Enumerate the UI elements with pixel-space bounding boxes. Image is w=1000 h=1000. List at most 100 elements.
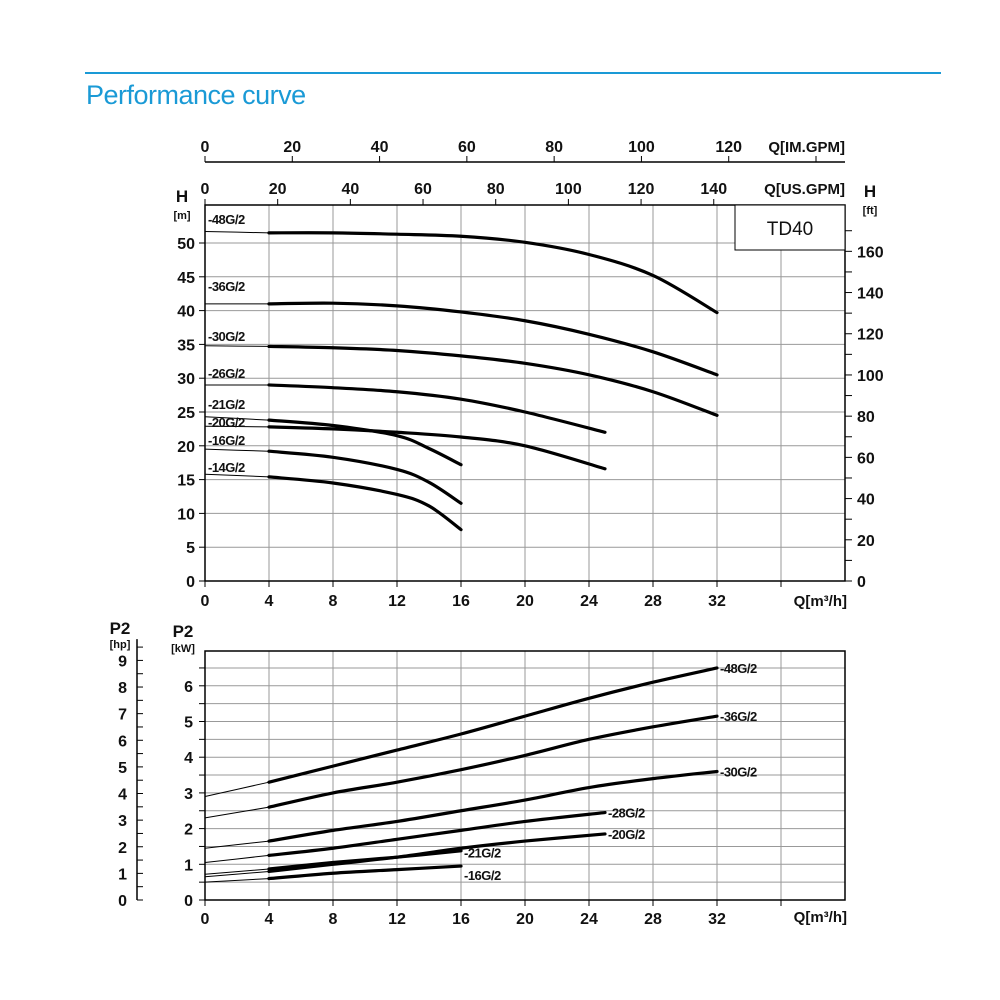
p-y-tick-label: 0	[184, 893, 193, 910]
us-gpm-tick-label: 100	[555, 181, 582, 198]
p-x-tick-label: 16	[452, 911, 470, 928]
h-series-21g2-curve	[267, 418, 463, 467]
h-x-tick-label: 0	[201, 593, 210, 610]
h-x-tick-label: 4	[265, 593, 274, 610]
hp-tick-label: 7	[118, 707, 127, 724]
h-series-36g2-curve	[267, 301, 719, 377]
h-y-tick-label: 35	[177, 337, 195, 354]
h-y-axis-unit: [m]	[173, 210, 190, 222]
h-series-30g2-label: -30G/2	[208, 329, 245, 344]
us-gpm-tick-label: 20	[269, 181, 287, 198]
h-y-tick-label: 50	[177, 236, 195, 253]
h-y2-tick-label: 160	[857, 244, 884, 261]
p-series-48g2-curve	[267, 666, 719, 784]
h-series-20g2-curve	[267, 425, 607, 471]
h-series-16g2-label: -16G/2	[208, 433, 245, 448]
us-gpm-tick-label: 0	[201, 181, 210, 198]
p-y-tick-label: 4	[184, 750, 193, 767]
h-series-48g2-extension-line	[204, 231, 270, 234]
model-label: TD40	[767, 219, 813, 240]
p-series-21g2-curve	[267, 849, 463, 871]
h-y-tick-label: 40	[177, 304, 195, 321]
p-series-30g2-label: -30G/2	[720, 764, 757, 779]
h-series-21g2-extension-line	[204, 416, 270, 421]
h-series-48g2-curve	[267, 231, 719, 315]
hp-tick-label: 4	[118, 787, 127, 804]
im-gpm-tick-label: 0	[201, 139, 210, 156]
us-gpm-axis-label: Q[US.GPM]	[764, 181, 845, 198]
h-y2-tick-label: 140	[857, 286, 884, 303]
h-y-tick-label: 25	[177, 405, 195, 422]
h-series-30g2-curve	[267, 344, 719, 417]
h-y2-tick-label: 100	[857, 368, 884, 385]
h-x-tick-label: 20	[516, 593, 534, 610]
p-x-tick-label: 8	[329, 911, 338, 928]
us-gpm-tick-label: 120	[628, 181, 655, 198]
h-x-tick-label: 16	[452, 593, 470, 610]
p-series-36g2-curve	[267, 714, 719, 809]
p-y-tick-label: 6	[184, 679, 193, 696]
hp-tick-label: 9	[118, 653, 127, 670]
h-series-20g2-extension-line	[204, 425, 270, 428]
h-y-tick-label: 20	[177, 439, 195, 456]
h-y-axis-label: H	[176, 187, 188, 206]
p-x-tick-label: 32	[708, 911, 726, 928]
h-series-16g2-extension-line	[204, 448, 270, 452]
h-x-tick-label: 24	[580, 593, 598, 610]
h-x-tick-label: 28	[644, 593, 662, 610]
p-series-16g2-extension-line	[204, 878, 270, 883]
p-series-20g2-extension-line	[204, 870, 270, 878]
p-x-tick-label: 28	[644, 911, 662, 928]
p-y-tick-label: 5	[184, 715, 193, 732]
hp-axis-unit: [hp]	[110, 639, 131, 651]
h-series-16g2-curve	[267, 449, 463, 505]
p-series-28g2-extension-line	[204, 854, 270, 864]
hp-tick-label: 5	[118, 760, 127, 777]
h-series-14g2-extension-line	[204, 473, 270, 478]
hp-tick-label: 1	[118, 866, 127, 883]
h-y-tick-label: 30	[177, 371, 195, 388]
hp-tick-label: 2	[118, 840, 127, 857]
p-series-20g2-label: -20G/2	[608, 827, 645, 842]
p-series-30g2-curve	[267, 769, 719, 843]
h-y-tick-label: 15	[177, 473, 195, 490]
us-gpm-tick-label: 140	[700, 181, 727, 198]
im-gpm-axis-label: Q[IM.GPM]	[768, 139, 845, 156]
p-series-28g2-label: -28G/2	[608, 806, 645, 821]
model-label-box	[734, 204, 846, 251]
us-gpm-tick-label: 40	[341, 181, 359, 198]
hp-tick-label: 3	[118, 813, 127, 830]
h-series-21g2-label: -21G/2	[208, 397, 245, 412]
p-series-48g2-extension-line	[204, 781, 270, 797]
h-series-14g2-curve	[267, 475, 463, 532]
h-y2-tick-label: 120	[857, 327, 884, 344]
p-x-tick-label: 24	[580, 911, 598, 928]
h-y-tick-label: 45	[177, 270, 195, 287]
p-x-tick-label: 12	[388, 911, 406, 928]
p-series-16g2-label: -16G/2	[464, 868, 501, 883]
h-y-tick-label: 0	[186, 574, 195, 591]
p-y-axis-unit: [kW]	[171, 643, 195, 655]
h-y-tick-label: 10	[177, 506, 195, 523]
h-x-tick-label: 12	[388, 593, 406, 610]
h-y2-tick-label: 80	[857, 409, 875, 426]
h-x-tick-label: 8	[329, 593, 338, 610]
h-series-48g2-label: -48G/2	[208, 212, 245, 227]
header-rule	[85, 72, 941, 74]
p-x-tick-label: 4	[265, 911, 274, 928]
hp-tick-label: 8	[118, 680, 127, 697]
h-series-14g2-label: -14G/2	[208, 460, 245, 475]
hp-tick-label: 6	[118, 733, 127, 750]
h-x-tick-label: 32	[708, 593, 726, 610]
p-y-tick-label: 2	[184, 822, 193, 839]
h-series-36g2-label: -36G/2	[208, 279, 245, 294]
p-series-21g2-extension-line	[204, 868, 270, 875]
h-y-tick-label: 5	[186, 540, 195, 557]
h-y2-axis-label: H	[864, 182, 876, 201]
im-gpm-tick-label: 40	[371, 139, 389, 156]
h-series-20g2-label: -20G/2	[208, 415, 245, 430]
hp-tick-label: 0	[118, 893, 127, 910]
h-y2-tick-label: 40	[857, 492, 875, 509]
p-y-axis-label: P2	[173, 622, 194, 641]
